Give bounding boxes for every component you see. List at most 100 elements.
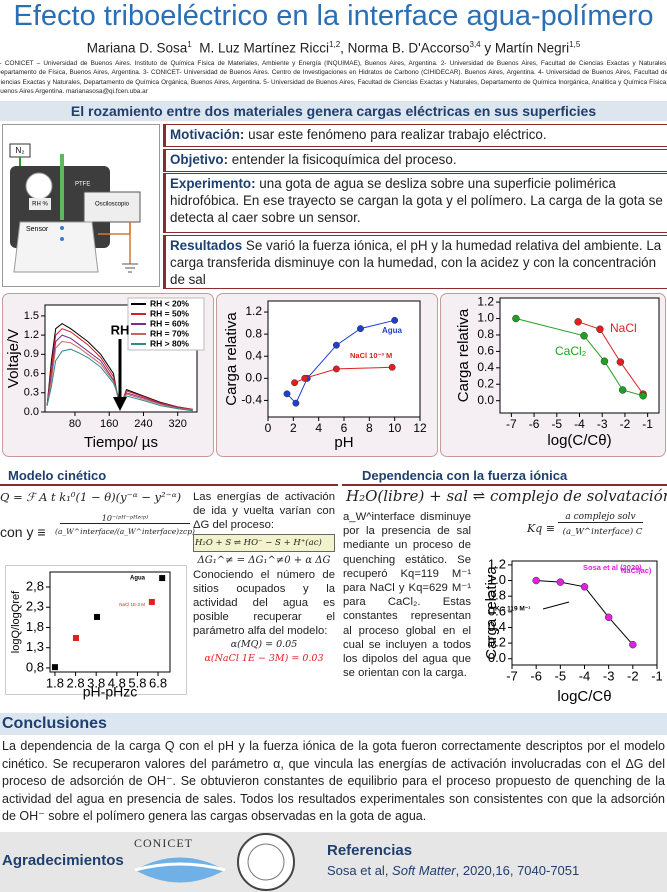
annotation: K = 119 M⁻¹ bbox=[495, 606, 530, 613]
fraction-denominator: (a_W^interface/(a_W^interface)zcp) bbox=[55, 527, 195, 536]
x-tick-label: 0 bbox=[265, 421, 272, 435]
seal bbox=[247, 843, 285, 881]
y-tick-label: 0.6 bbox=[477, 344, 494, 358]
paragraph: a_W^interface disminuye por la presencia… bbox=[343, 511, 471, 680]
x-tick-label: 5.8 bbox=[128, 675, 146, 690]
diagram-label: Osciloscopio bbox=[95, 202, 130, 208]
diagram-label: Sensor bbox=[26, 226, 49, 233]
x-tick-label: -6 bbox=[530, 668, 542, 683]
y-axis-title: logQ/logQref bbox=[10, 590, 22, 653]
x-axis-title: log(C/Cθ) bbox=[547, 432, 611, 449]
author-sup: 1,2 bbox=[329, 40, 341, 49]
logo-shape bbox=[134, 862, 226, 872]
y-tick-label: 0,8 bbox=[26, 659, 44, 674]
point bbox=[391, 316, 399, 324]
point bbox=[512, 314, 520, 323]
y-tick-label: -0.4 bbox=[241, 393, 262, 407]
point bbox=[580, 583, 589, 591]
annotation: NaCl(ac) bbox=[621, 566, 652, 575]
legend-label: RH = 70% bbox=[150, 328, 189, 338]
diagram-label: N₂ bbox=[16, 146, 25, 155]
footer bbox=[0, 832, 667, 892]
affiliations: 1- CONICET – Universidad de Buenos Aires… bbox=[0, 60, 667, 95]
heading-rule bbox=[342, 484, 667, 486]
x-tick-label: 10 bbox=[388, 421, 402, 435]
y-tick-label: 1.2 bbox=[245, 304, 262, 318]
y-tick-label: 0.0 bbox=[24, 406, 39, 418]
y-tick-label: 1.0 bbox=[477, 311, 494, 325]
y-tick-label: 1,8 bbox=[26, 619, 44, 634]
y-axis-title: Carga relativa bbox=[223, 312, 240, 406]
alpha-value: α(MQ) = 0.05 bbox=[230, 639, 298, 650]
legend-label: RH > 80% bbox=[150, 338, 189, 348]
point bbox=[574, 318, 582, 326]
logo-uba bbox=[237, 833, 295, 891]
y-tick-label: 2,3 bbox=[26, 599, 44, 614]
y-tick-label: 0.8 bbox=[488, 588, 506, 603]
x-tick-label: 2.8 bbox=[67, 675, 85, 690]
sensor bbox=[13, 221, 99, 273]
quenching-chart: 0.00.20.40.60.81.01.2 -7 -6 -5 -4 -3 -2 -1 logC/… bbox=[483, 556, 663, 705]
voltage-chart: 0.0 0.3 0.6 0.9 1.2 1.5 80 160 240 320 Tiempo/ µs V… bbox=[5, 297, 205, 451]
author-sup: 1 bbox=[187, 40, 192, 49]
plot-area bbox=[49, 571, 171, 673]
model-text: Las energías de activación de ida y vuel… bbox=[193, 490, 335, 666]
series-label: CaCl₂ bbox=[555, 344, 587, 358]
point bbox=[600, 357, 609, 365]
series-line bbox=[46, 340, 193, 411]
oscilloscope bbox=[83, 191, 141, 223]
box-text: Se varió la fuerza iónica, el pH y la hu… bbox=[170, 238, 662, 287]
y-tick-label: 0.0 bbox=[245, 371, 262, 385]
point bbox=[291, 379, 299, 387]
fraction-numerator: 10⁻⁽ᵖᴴ⁻ᵖᴴᶻᶜᵖ⁾ bbox=[60, 514, 190, 524]
section-heading: Conclusiones bbox=[0, 713, 667, 735]
box-text: entender la fisicoquímica del proceso. bbox=[228, 152, 457, 167]
x-tick-label: 6 bbox=[341, 421, 348, 435]
motivation-box: Motivación: usar este fenómeno para real… bbox=[163, 124, 667, 147]
y-tick-label: 1.5 bbox=[24, 310, 39, 322]
y-tick-label: 0.2 bbox=[477, 376, 494, 390]
y-tick-label: 0.3 bbox=[24, 387, 39, 399]
series-label: NaCl 10⁻³ M bbox=[350, 351, 392, 360]
point bbox=[292, 399, 300, 407]
x-tick-label: 6.8 bbox=[149, 675, 167, 690]
y-tick-label: 0.0 bbox=[488, 650, 506, 665]
y-tick-label: 1,3 bbox=[26, 639, 44, 654]
x-tick-label: -6 bbox=[529, 417, 540, 431]
x-tick-label: 12 bbox=[413, 421, 427, 435]
x-tick-label: -1 bbox=[642, 417, 653, 431]
point bbox=[72, 634, 79, 641]
x-tick-label: -4 bbox=[579, 668, 591, 683]
x-tick-label: 240 bbox=[134, 418, 152, 430]
paragraph: Las energías de activación de ida y vuel… bbox=[193, 491, 335, 531]
y-tick-label: 1.2 bbox=[24, 329, 39, 341]
y-axis-title: Carga relativa bbox=[455, 308, 472, 402]
x-tick-label: 1.8 bbox=[46, 675, 64, 690]
hygrometer-base bbox=[29, 198, 51, 210]
kinetics-chart: 0,8 1,3 1,8 2,3 2,8 1.8 2.8 3.8 4.8 5.8 6.8 pH-pHzc… bbox=[10, 571, 171, 700]
alpha-value: α(NaCl 1E − 3M) = 0.03 bbox=[204, 653, 324, 664]
equation: H₂O(libre) + sal ⇌ complejo de solvataci… bbox=[346, 487, 667, 505]
logo-conicet bbox=[134, 857, 226, 883]
author: , Norma B. D'Accorso bbox=[340, 40, 470, 56]
drop bbox=[60, 237, 64, 241]
point bbox=[580, 332, 588, 340]
author: y Martín Negri bbox=[480, 40, 570, 56]
point bbox=[388, 363, 396, 371]
y-tick-label: 0.2 bbox=[488, 635, 506, 650]
x-axis-title: pH bbox=[334, 434, 353, 451]
y-tick-label: 1.2 bbox=[477, 294, 494, 308]
definition-prefix: con y ≡ bbox=[0, 524, 46, 540]
objective-box: Objetivo: entender la fisicoquímica del … bbox=[163, 149, 667, 172]
drop bbox=[60, 226, 64, 230]
salt-chart: 0.0 0.2 0.4 0.6 0.8 1.0 1.2 -7 -6 -5 -4 -3 -2 -1 log(C… bbox=[455, 294, 660, 449]
author: Mariana D. Sosa bbox=[86, 40, 188, 56]
x-tick-label: -4 bbox=[574, 417, 585, 431]
paragraph: Conociendo el número de sitios ocupados … bbox=[193, 569, 335, 637]
point bbox=[148, 598, 155, 605]
heading-rule bbox=[0, 484, 338, 486]
point bbox=[618, 386, 627, 394]
point bbox=[604, 613, 613, 622]
x-tick-label: -7 bbox=[506, 417, 517, 431]
x-tick-label: 4 bbox=[315, 421, 322, 435]
